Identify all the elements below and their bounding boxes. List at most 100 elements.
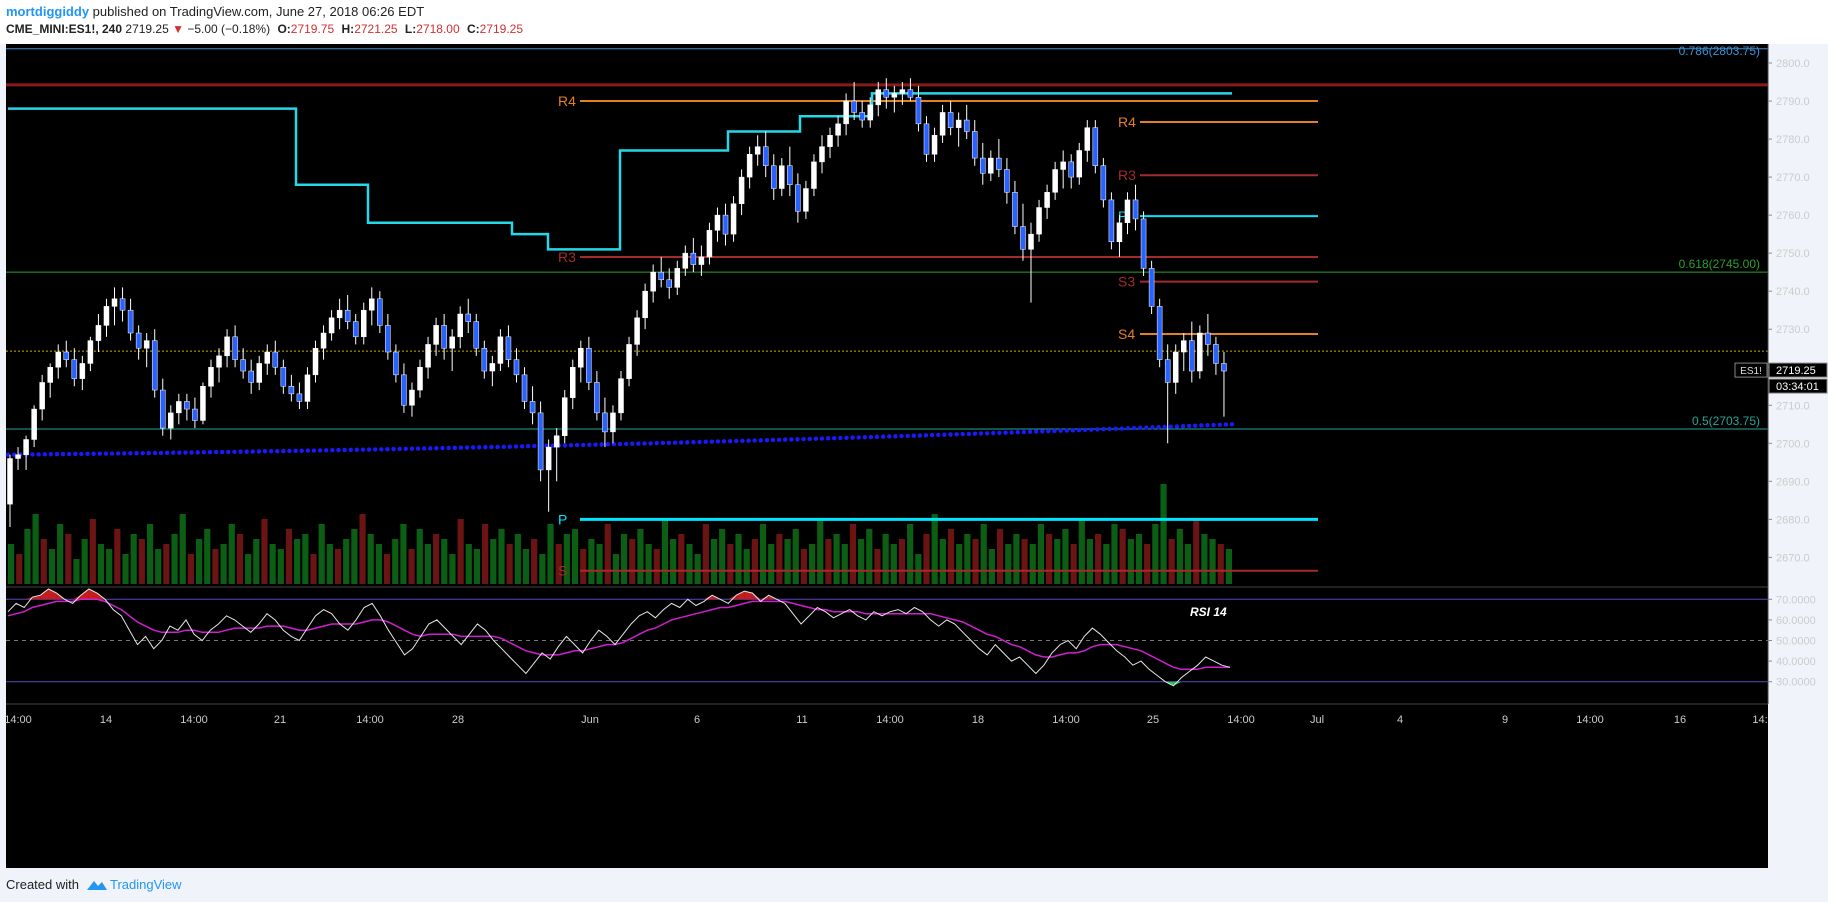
candle-body (634, 317, 640, 345)
candle-body (545, 446, 552, 471)
moving-average-point (134, 451, 139, 456)
volume-bar (694, 554, 701, 584)
candle-body (103, 306, 110, 326)
volume-bar (686, 544, 693, 584)
volume-bar (547, 524, 554, 584)
candle-body (859, 112, 865, 121)
volume-bar (253, 539, 260, 584)
moving-average-point (262, 449, 268, 454)
volume-bar (939, 539, 946, 584)
volume-bar (212, 549, 219, 584)
chart-canvas[interactable]: 0.786(2803.75) 0.618(2745.00) 0.5(2703.75)… (0, 44, 1828, 868)
volume-bar (825, 539, 832, 584)
candle-body (923, 123, 930, 155)
volume-bar (97, 544, 105, 584)
candle-body (955, 119, 962, 128)
moving-average-point (281, 448, 286, 454)
candle-body (666, 279, 672, 288)
moving-average-point (642, 441, 647, 446)
pivot-label: R3 (1118, 167, 1136, 183)
author-link[interactable]: mortdiggiddy (6, 4, 90, 19)
pivot-label: R4 (1118, 114, 1136, 130)
rsi-overbought-fill (80, 589, 89, 600)
volume-bar (727, 544, 734, 584)
moving-average-point (440, 445, 445, 451)
moving-average-point (42, 452, 47, 457)
step-line-series (8, 92, 1232, 251)
tradingview-logo-icon[interactable] (86, 878, 108, 892)
moving-average-point (11, 452, 17, 457)
candle-body (256, 363, 262, 383)
candle-body (369, 298, 375, 311)
moving-average-point (122, 451, 127, 456)
pivot-label: S4 (1118, 326, 1135, 342)
moving-average-point (256, 449, 262, 454)
volume-bar (563, 534, 570, 584)
moving-average-point (1052, 428, 1057, 434)
candle-body (722, 214, 729, 235)
moving-average-point (67, 451, 72, 457)
volume-bar (751, 539, 758, 584)
candle-body (15, 454, 21, 459)
moving-average-point (617, 441, 623, 447)
volume-bar (759, 524, 767, 584)
candle-body (63, 351, 70, 360)
price-pane[interactable]: 0.786(2803.75) 0.618(2745.00) 0.5(2703.75)… (5, 44, 1768, 584)
candle-body (71, 359, 78, 379)
volume-bar (138, 539, 145, 584)
moving-average-point (776, 437, 782, 442)
rsi-overbought-fill (40, 589, 49, 600)
moving-average-point (317, 448, 323, 453)
rsi-pane[interactable]: RSI 14 (6, 588, 1768, 687)
moving-average-point (648, 441, 653, 446)
moving-average-point (48, 452, 54, 457)
candle-body (1020, 226, 1026, 250)
moving-average-point (991, 430, 996, 436)
volume-bar (57, 524, 64, 584)
moving-average-point (783, 437, 788, 442)
moving-average-point (238, 449, 243, 454)
candle-body (111, 298, 118, 307)
moving-average-point (403, 446, 408, 452)
moving-average-point (660, 440, 666, 446)
volume-bar (506, 544, 513, 584)
moving-average-point (354, 447, 360, 452)
volume-bar (179, 514, 186, 584)
rsi-tick-label: 70.0000 (1776, 594, 1816, 606)
moving-average-point (838, 435, 843, 441)
volume-bar (1103, 544, 1110, 584)
time-axis-label: Jun (581, 714, 599, 726)
moving-average-point (599, 442, 604, 447)
candle-body (851, 100, 857, 113)
volume-bar (1225, 549, 1232, 584)
candle-body (1140, 218, 1147, 269)
moving-average-point (213, 449, 219, 455)
moving-average-point (623, 441, 629, 447)
candle-body (602, 412, 608, 433)
volume-bar (637, 529, 644, 584)
candle-body (1213, 344, 1219, 364)
price-tick-label: 2680.0 (1776, 514, 1810, 526)
moving-average-point (1119, 426, 1125, 431)
pivot-label: P (1118, 208, 1127, 224)
rsi-overbought-fill (703, 595, 713, 600)
volume-bar (441, 539, 448, 584)
candle-body (409, 389, 415, 406)
volume-bar (1037, 524, 1045, 584)
price-tick-label: 2800.0 (1776, 58, 1810, 70)
moving-average-point (293, 448, 298, 454)
candle-body (618, 378, 624, 414)
candle-body (312, 347, 319, 376)
moving-average-point (685, 440, 690, 445)
moving-average-point (513, 444, 519, 449)
moving-average-point (574, 442, 580, 448)
volume-bar (1201, 534, 1208, 584)
volume-bar (482, 524, 489, 584)
candle-body (1221, 363, 1227, 372)
tradingview-link[interactable]: TradingView (110, 877, 182, 892)
candle-body (883, 89, 890, 98)
moving-average-point (636, 441, 641, 446)
moving-average-point (60, 451, 66, 457)
open-label: O: (277, 22, 291, 36)
volume-bar (931, 514, 938, 584)
